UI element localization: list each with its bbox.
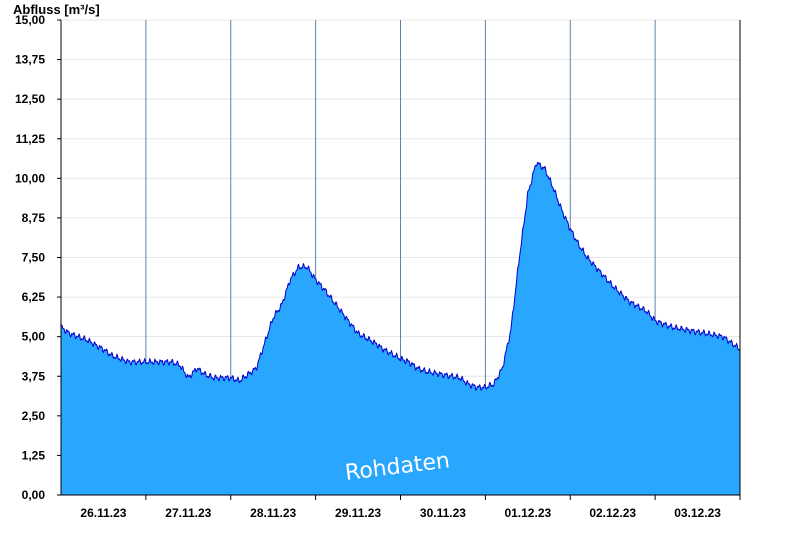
y-tick-label: 0,00 bbox=[22, 488, 46, 502]
y-tick-label: 7,50 bbox=[22, 251, 46, 265]
x-tick-label: 28.11.23 bbox=[250, 506, 296, 520]
y-tick-label: 3,75 bbox=[22, 369, 46, 383]
y-tick-label: 5,00 bbox=[22, 330, 46, 344]
x-tick-label: 02.12.23 bbox=[589, 506, 636, 520]
plot-area bbox=[60, 161, 741, 495]
x-tick-label: 30.11.23 bbox=[420, 506, 466, 520]
y-tick-label: 8,75 bbox=[22, 211, 46, 225]
x-tick-label: 26.11.23 bbox=[80, 506, 126, 520]
discharge-line bbox=[60, 161, 741, 392]
y-tick-label: 10,00 bbox=[15, 171, 45, 185]
y-tick-label: 2,50 bbox=[22, 409, 46, 423]
y-tick-labels: 0,00 1,25 2,50 3,75 5,00 6,25 7,50 8,75 10,00 11,… bbox=[15, 13, 45, 502]
x-tick-label: 01.12.23 bbox=[504, 506, 551, 520]
discharge-area bbox=[61, 162, 740, 495]
x-tick-labels: 26.11.23 27.11.23 28.11.23 29.11.23 30.11.23… bbox=[80, 506, 721, 520]
y-tick-label: 13,75 bbox=[15, 53, 45, 67]
y-tick-label: 1,25 bbox=[22, 448, 46, 462]
y-tick-label: 6,25 bbox=[22, 290, 46, 304]
x-tick-label: 03.12.23 bbox=[674, 506, 721, 520]
y-tick-label: 15,00 bbox=[15, 13, 45, 27]
y-tick-label: 12,50 bbox=[15, 92, 45, 106]
x-tick-label: 29.11.23 bbox=[335, 506, 381, 520]
y-axis-label: Abfluss [m³/s] bbox=[13, 2, 100, 17]
x-tick-label: 27.11.23 bbox=[165, 506, 211, 520]
axes bbox=[57, 19, 741, 500]
y-tick-label: 11,25 bbox=[16, 132, 46, 146]
